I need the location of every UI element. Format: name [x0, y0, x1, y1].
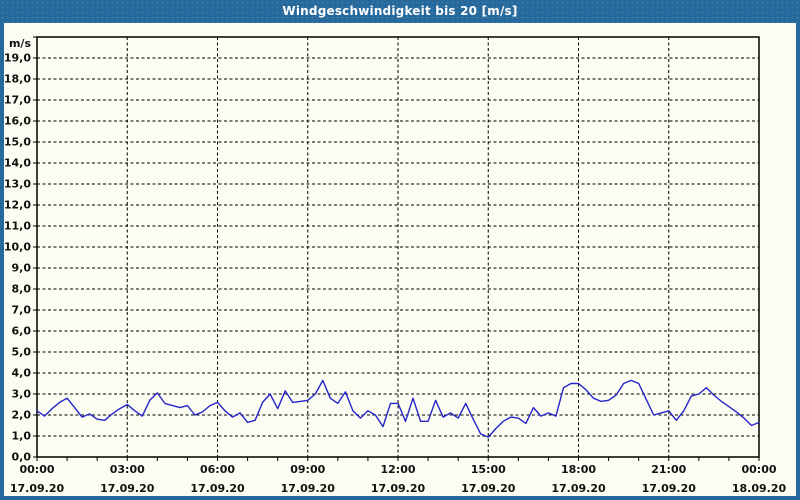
chart-area: 0,0 1,0 2,0 3,0 4,0 5,0 6,0 7,0 8,0 9,0 10,0 11,0 12… — [4, 23, 796, 496]
y-tick-label: 5,0 — [12, 346, 32, 359]
y-tick-label: 19,0 — [4, 52, 31, 65]
x-tick-date-label: 17.09.20 — [461, 482, 516, 495]
wind-speed-series-line — [36, 379, 760, 438]
x-tick-time-label: 21:00 — [651, 463, 686, 476]
y-tick-label: 10,0 — [4, 241, 31, 254]
x-tick-time-label: 09:00 — [290, 463, 325, 476]
x-tick-time-label: 06:00 — [200, 463, 235, 476]
y-tick-label: 12,0 — [4, 199, 31, 212]
y-tick-label: 3,0 — [12, 388, 32, 401]
x-tick-date-label: 17.09.20 — [642, 482, 697, 495]
y-tick-label: 6,0 — [12, 325, 32, 338]
x-tick-time-label: 18:00 — [561, 463, 596, 476]
window-title: Windgeschwindigkeit bis 20 [m/s] — [282, 4, 518, 18]
y-tick-label: 16,0 — [4, 115, 31, 128]
x-tick-time-label: 00:00 — [741, 463, 776, 476]
y-tick-label: 14,0 — [4, 157, 31, 170]
x-tick-time-label: 15:00 — [471, 463, 506, 476]
y-tick-label: 18,0 — [4, 73, 31, 86]
x-tick-date-label: 18.09.20 — [732, 482, 787, 495]
x-tick-date-label: 17.09.20 — [100, 482, 155, 495]
x-tick-date-label: 17.09.20 — [10, 482, 65, 495]
x-tick-date-label: 17.09.20 — [281, 482, 336, 495]
y-tick-label: 4,0 — [12, 367, 32, 380]
y-tick-label: 17,0 — [4, 94, 31, 107]
x-tick-time-label: 03:00 — [110, 463, 145, 476]
y-tick-label: 1,0 — [12, 430, 32, 443]
x-tick-time-label: 00:00 — [19, 463, 54, 476]
y-tick-label: 7,0 — [12, 304, 32, 317]
y-tick-label: 2,0 — [12, 409, 32, 422]
x-tick-date-label: 17.09.20 — [551, 482, 606, 495]
wind-speed-chart: 0,0 1,0 2,0 3,0 4,0 5,0 6,0 7,0 8,0 9,0 10,0 11,0 12… — [4, 36, 787, 495]
y-tick-label: 8,0 — [12, 283, 32, 296]
x-tick-date-label: 17.09.20 — [190, 482, 245, 495]
x-tick-date-label: 17.09.20 — [371, 482, 426, 495]
y-tick-label: 15,0 — [4, 136, 31, 149]
y-tick-label: 0,0 — [12, 451, 32, 464]
y-tick-label: 13,0 — [4, 178, 31, 191]
x-tick-time-label: 12:00 — [380, 463, 415, 476]
y-axis-unit-label: m/s — [9, 37, 31, 50]
window-title-bar: Windgeschwindigkeit bis 20 [m/s] — [0, 0, 800, 23]
y-tick-label: 9,0 — [12, 262, 32, 275]
y-tick-label: 11,0 — [4, 220, 31, 233]
